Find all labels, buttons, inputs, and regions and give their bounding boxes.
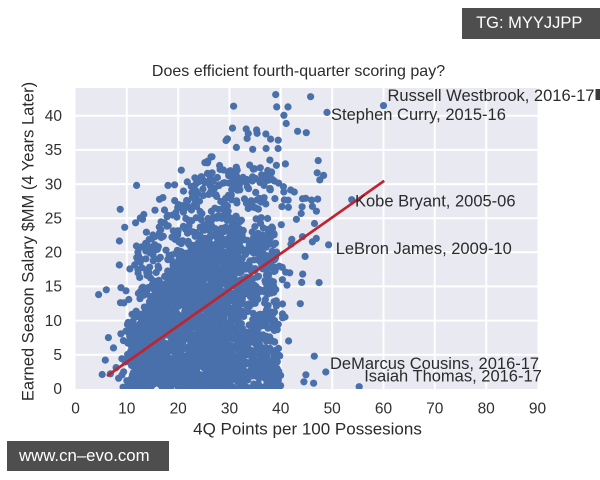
svg-text:5: 5 [53,347,62,364]
svg-text:10: 10 [118,401,136,418]
svg-text:Stephen Curry, 2015-16: Stephen Curry, 2015-16 [331,106,506,124]
svg-text:40: 40 [45,108,63,125]
svg-text:Kobe Bryant, 2005-06: Kobe Bryant, 2005-06 [355,193,516,211]
svg-text:Earned Season Salary $MM (4 Ye: Earned Season Salary $MM (4 Years Later) [20,82,38,401]
svg-text:LeBron James, 2009-10: LeBron James, 2009-10 [336,240,512,258]
svg-text:20: 20 [45,245,63,262]
svg-text:30: 30 [45,176,63,193]
svg-text:DeMarcus Cousins, 2016-17: DeMarcus Cousins, 2016-17 [330,355,539,373]
svg-text:80: 80 [478,401,496,418]
svg-text:35: 35 [45,142,62,159]
svg-text:30: 30 [221,401,239,418]
svg-text:90: 90 [529,401,547,418]
svg-text:25: 25 [45,211,62,228]
svg-text:Isaiah Thomas, 2016-17: Isaiah Thomas, 2016-17 [364,367,542,385]
svg-text:10: 10 [45,313,63,330]
svg-text:15: 15 [45,279,62,296]
svg-text:70: 70 [426,401,444,418]
svg-text:Russell Westbrook, 2016-17: Russell Westbrook, 2016-17 [388,87,595,105]
svg-text:4Q Points per 100 Possesions: 4Q Points per 100 Possesions [193,420,422,439]
svg-text:20: 20 [170,401,188,418]
svg-text:Does efficient fourth-quarter: Does efficient fourth-quarter scoring pa… [152,63,445,80]
svg-text:40: 40 [272,401,290,418]
svg-text:60: 60 [375,401,393,418]
svg-text:0: 0 [53,381,62,398]
svg-text:0: 0 [71,401,80,418]
svg-text:50: 50 [324,401,342,418]
